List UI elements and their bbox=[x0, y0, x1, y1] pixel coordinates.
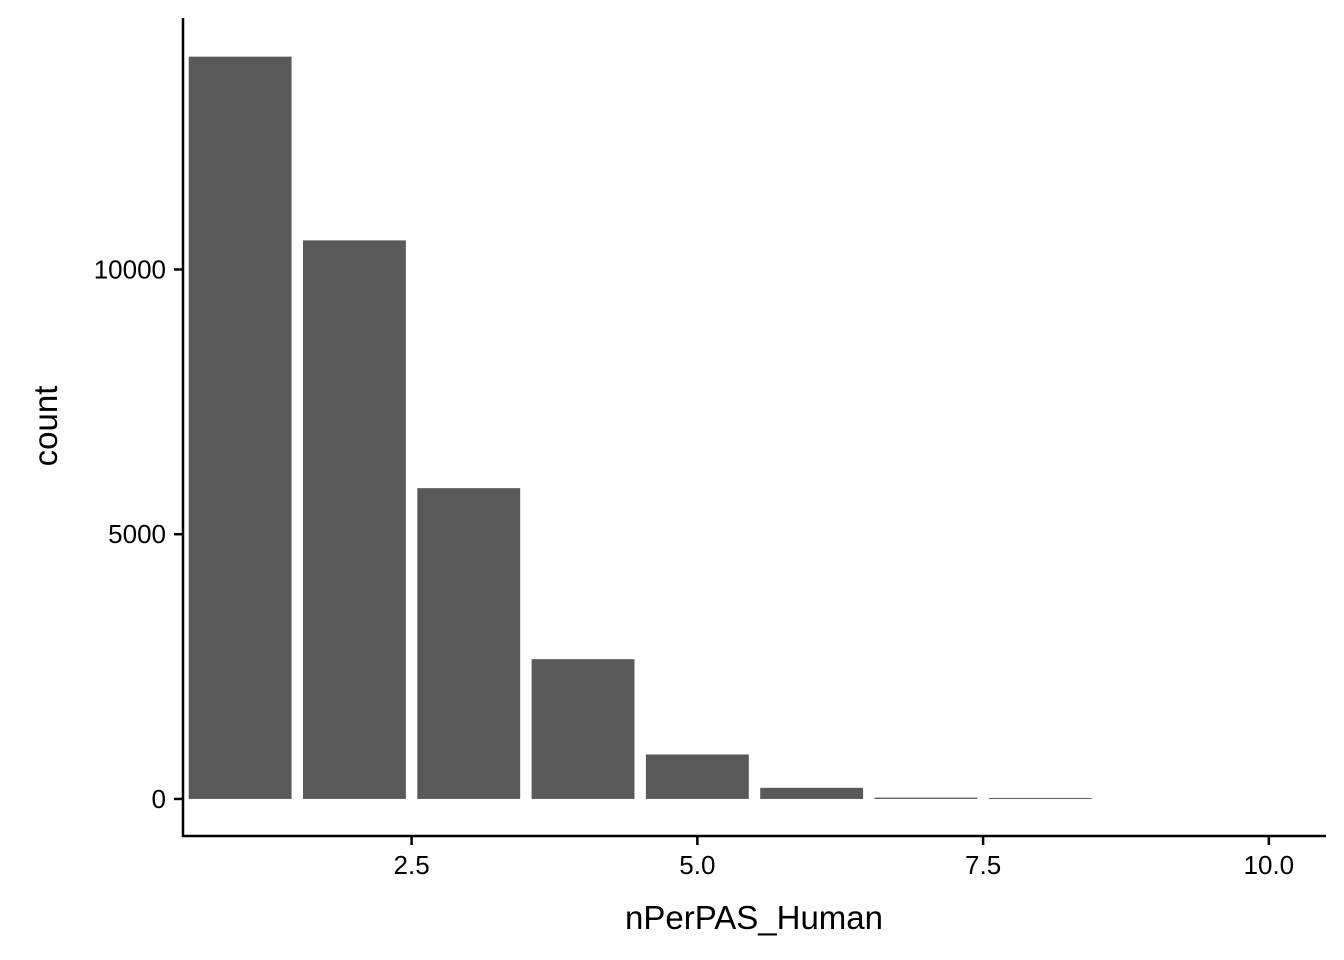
bar-5 bbox=[645, 754, 749, 799]
bar-4 bbox=[531, 659, 635, 799]
bar-1 bbox=[188, 56, 292, 799]
x-tick-label: 7.5 bbox=[965, 850, 1001, 880]
y-tick-label: 10000 bbox=[94, 254, 166, 284]
y-tick-label: 5000 bbox=[108, 519, 166, 549]
bar-3 bbox=[417, 488, 521, 799]
y-ticks-group: 0 5000 10000 bbox=[94, 254, 183, 814]
x-axis-title: nPerPAS_Human bbox=[625, 899, 883, 936]
x-tick-label: 10.0 bbox=[1244, 850, 1295, 880]
y-axis-title: count bbox=[27, 386, 64, 467]
bars-group bbox=[188, 56, 1092, 799]
x-ticks-group: 2.5 5.0 7.5 10.0 bbox=[394, 836, 1295, 880]
bar-8 bbox=[988, 797, 1092, 799]
bar-2 bbox=[303, 240, 406, 799]
y-tick-label: 0 bbox=[152, 784, 166, 814]
bar-7 bbox=[874, 797, 978, 799]
bar-6 bbox=[760, 787, 864, 799]
x-tick-label: 2.5 bbox=[394, 850, 430, 880]
x-tick-label: 5.0 bbox=[679, 850, 715, 880]
